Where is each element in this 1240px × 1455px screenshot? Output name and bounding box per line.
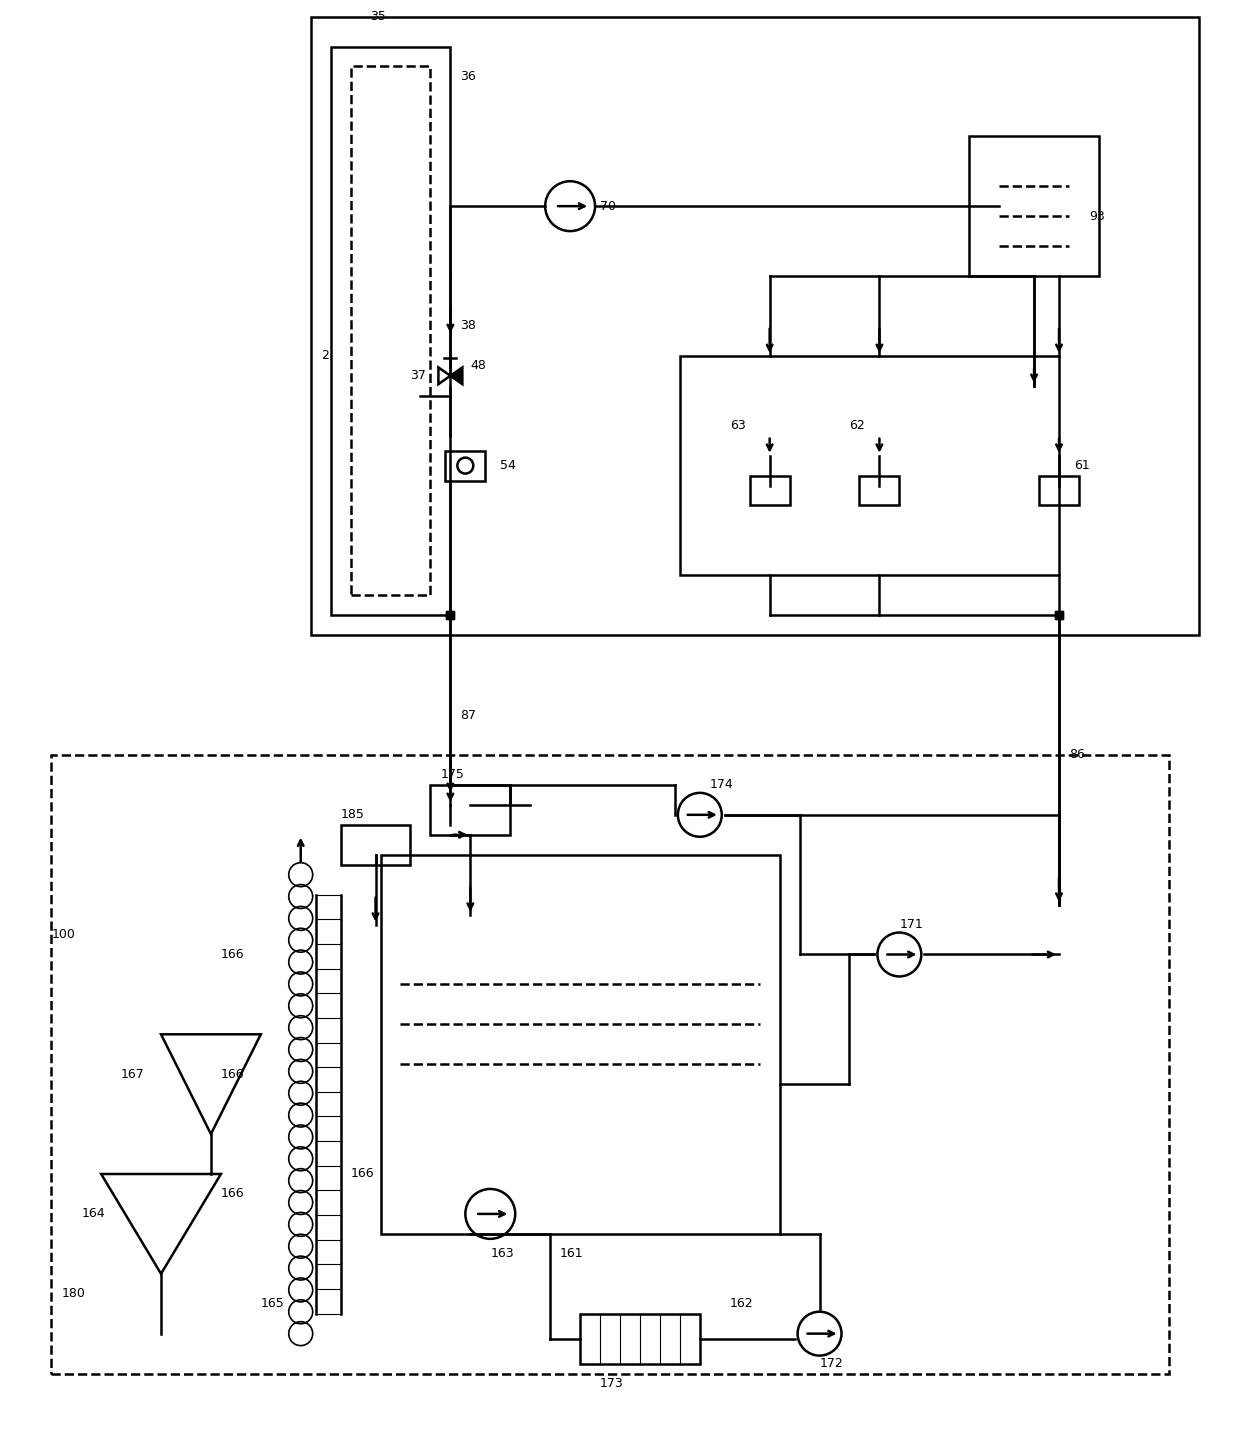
Text: 166: 166 — [221, 1187, 244, 1200]
Text: 61: 61 — [1074, 460, 1090, 471]
Text: 166: 166 — [221, 1068, 244, 1081]
Text: 2: 2 — [321, 349, 329, 362]
Text: 48: 48 — [470, 359, 486, 372]
Text: 63: 63 — [730, 419, 745, 432]
Text: 36: 36 — [460, 70, 476, 83]
Bar — [859, 476, 899, 505]
Text: 93: 93 — [1089, 210, 1105, 223]
Text: 167: 167 — [122, 1068, 145, 1081]
Text: 161: 161 — [560, 1247, 584, 1260]
Bar — [1039, 476, 1079, 505]
Bar — [331, 47, 450, 615]
Text: 164: 164 — [81, 1208, 105, 1221]
Text: 38: 38 — [460, 320, 476, 332]
Text: 172: 172 — [820, 1358, 843, 1371]
Bar — [351, 67, 430, 595]
Text: 37: 37 — [410, 370, 427, 383]
Text: 166: 166 — [221, 949, 244, 960]
Bar — [311, 16, 1199, 636]
Text: 35: 35 — [371, 10, 387, 23]
Bar — [680, 356, 1059, 575]
Text: 100: 100 — [51, 928, 76, 941]
Bar — [341, 825, 410, 864]
Bar — [580, 1314, 699, 1363]
Bar — [51, 755, 1169, 1374]
Bar — [445, 451, 485, 480]
Bar — [970, 137, 1099, 276]
Polygon shape — [439, 368, 450, 384]
Text: 165: 165 — [260, 1298, 284, 1310]
Text: 54: 54 — [500, 460, 516, 471]
Polygon shape — [450, 368, 463, 384]
Text: 171: 171 — [899, 918, 923, 931]
Text: 180: 180 — [61, 1288, 86, 1301]
Text: 185: 185 — [341, 809, 365, 821]
Bar — [430, 784, 510, 835]
Text: 163: 163 — [490, 1247, 513, 1260]
Text: 162: 162 — [730, 1298, 754, 1310]
Text: 87: 87 — [460, 709, 476, 722]
Bar — [750, 476, 790, 505]
Bar — [381, 854, 780, 1234]
Text: 86: 86 — [1069, 748, 1085, 761]
Text: 173: 173 — [600, 1376, 624, 1390]
Text: 70: 70 — [600, 199, 616, 212]
Text: 166: 166 — [351, 1167, 374, 1180]
Text: 174: 174 — [709, 778, 734, 792]
Text: 175: 175 — [440, 768, 464, 781]
Circle shape — [458, 458, 474, 473]
Text: 62: 62 — [849, 419, 866, 432]
